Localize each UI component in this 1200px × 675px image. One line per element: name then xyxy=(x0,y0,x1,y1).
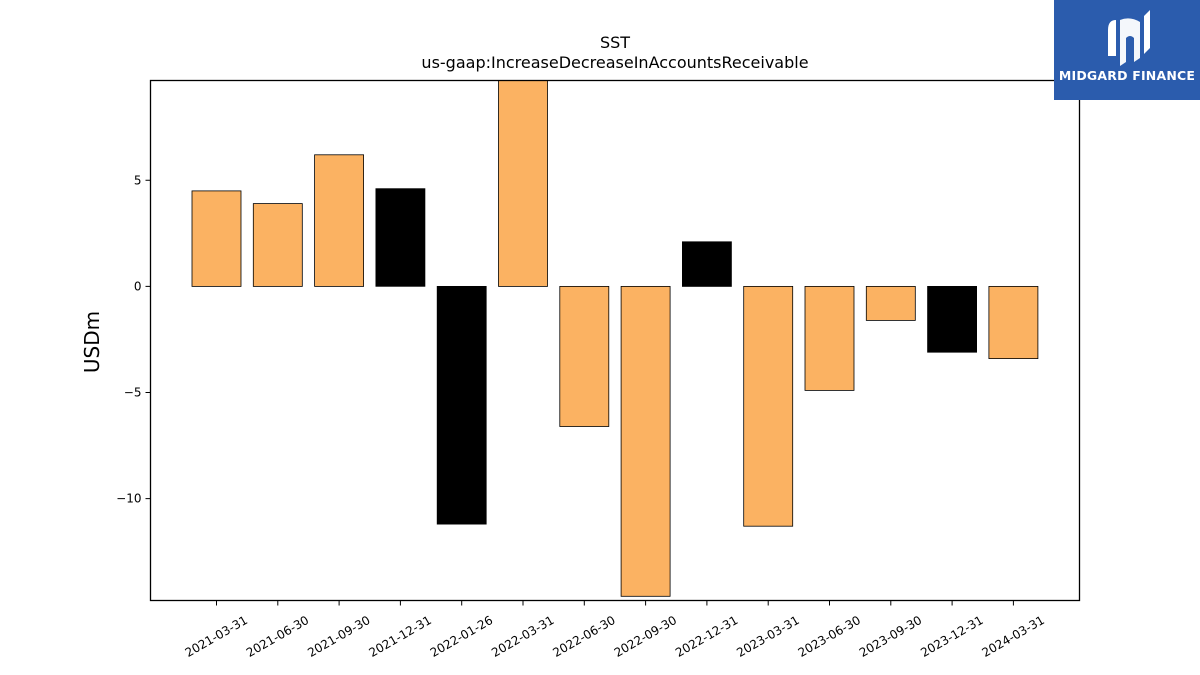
bar xyxy=(743,285,794,527)
y-tick-label: −10 xyxy=(116,492,141,506)
chart-title: SST xyxy=(600,33,630,52)
y-tick-label: 0 xyxy=(134,279,142,293)
bar xyxy=(865,285,916,321)
bar xyxy=(375,188,426,287)
x-tick-label: 2021-09-30 xyxy=(305,613,372,660)
midgard-logo-icon xyxy=(1108,10,1150,66)
x-tick-label: 2023-09-30 xyxy=(857,613,924,660)
plot-frame xyxy=(149,79,1081,602)
bar xyxy=(314,154,365,287)
x-tick-label: 2023-06-30 xyxy=(796,613,863,660)
x-tick-label: 2023-12-31 xyxy=(918,613,985,660)
bar xyxy=(436,285,487,525)
y-tick-label: −5 xyxy=(124,386,142,400)
x-tick-label: 2022-06-30 xyxy=(550,613,617,660)
x-tick-label: 2024-03-31 xyxy=(979,613,1046,660)
x-tick-label: 2022-09-30 xyxy=(612,613,679,660)
chart-subtitle: us-gaap:IncreaseDecreaseInAccountsReceiv… xyxy=(421,53,808,72)
x-tick-label: 2021-06-30 xyxy=(244,613,311,660)
bar xyxy=(804,285,855,391)
x-tick-label: 2021-12-31 xyxy=(366,613,433,660)
bar xyxy=(498,80,548,287)
y-axis-label: USDm xyxy=(80,311,104,373)
bar xyxy=(682,241,732,287)
bar xyxy=(559,285,610,427)
x-tick-label: 2022-03-31 xyxy=(489,613,556,660)
bar xyxy=(988,285,1039,359)
x-tick-label: 2021-03-31 xyxy=(183,613,250,660)
x-tick-label: 2022-01-26 xyxy=(428,613,495,660)
x-tick-label: 2022-12-31 xyxy=(673,613,740,660)
x-tick-label: 2023-03-31 xyxy=(734,613,801,660)
bar xyxy=(927,285,977,353)
bar xyxy=(252,203,303,287)
bar xyxy=(620,285,671,597)
bar xyxy=(191,190,242,287)
y-tick-label: 5 xyxy=(134,173,142,187)
logo-text: MIDGARD FINANCE xyxy=(1058,68,1196,83)
brand-logo: MIDGARD FINANCE xyxy=(1054,0,1200,100)
